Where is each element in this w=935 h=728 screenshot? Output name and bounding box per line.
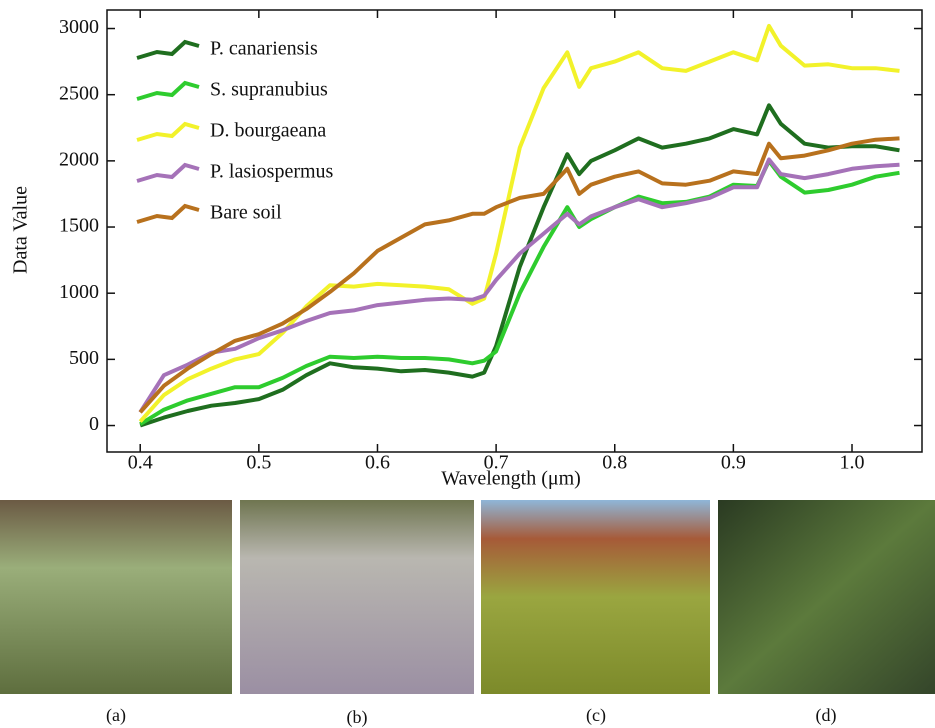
series-line xyxy=(138,23,900,423)
series-line xyxy=(138,136,900,414)
y-tick-label: 2500 xyxy=(59,82,99,104)
x-tick-label: 0.5 xyxy=(246,452,271,474)
photo xyxy=(240,500,474,694)
y-axis-label: Data Value xyxy=(10,186,32,274)
y-tick-label: 0 xyxy=(89,413,99,435)
photo xyxy=(718,500,935,694)
legend-swatch xyxy=(136,39,200,60)
photo-caption: (b) xyxy=(347,707,368,728)
photo-caption: (c) xyxy=(586,705,606,726)
legend-swatch xyxy=(136,121,200,142)
x-axis-label: Wavelength (μm) xyxy=(441,468,581,490)
x-tick-label: 0.7 xyxy=(484,452,509,474)
legend-label: S. supranubius xyxy=(210,79,328,101)
y-tick-label: 1500 xyxy=(59,215,99,237)
x-tick-label: 0.8 xyxy=(602,452,627,474)
legend-swatch xyxy=(136,80,200,101)
legend-label: P. lasiospermus xyxy=(210,161,334,183)
legend-label: D. bourgaeana xyxy=(210,120,326,142)
photo-caption: (d) xyxy=(816,705,837,726)
x-tick-label: 0.6 xyxy=(365,452,390,474)
series-line xyxy=(139,158,900,426)
photo-caption: (a) xyxy=(106,705,126,726)
legend-label: Bare soil xyxy=(210,202,282,224)
y-tick-label: 500 xyxy=(69,347,99,369)
legend-swatch xyxy=(136,203,200,224)
photo xyxy=(481,500,710,694)
x-tick-label: 0.4 xyxy=(128,452,153,474)
x-tick-label: 0.9 xyxy=(721,452,746,474)
photo xyxy=(0,500,232,694)
y-tick-label: 1000 xyxy=(59,281,99,303)
legend-swatch xyxy=(136,162,200,183)
series-line xyxy=(139,103,900,428)
y-tick-label: 3000 xyxy=(59,16,99,38)
legend-label: P. canariensis xyxy=(210,38,318,60)
series-line xyxy=(138,157,900,414)
plot-frame xyxy=(106,9,923,453)
y-tick-label: 2000 xyxy=(59,148,99,170)
x-tick-label: 1.0 xyxy=(840,452,865,474)
